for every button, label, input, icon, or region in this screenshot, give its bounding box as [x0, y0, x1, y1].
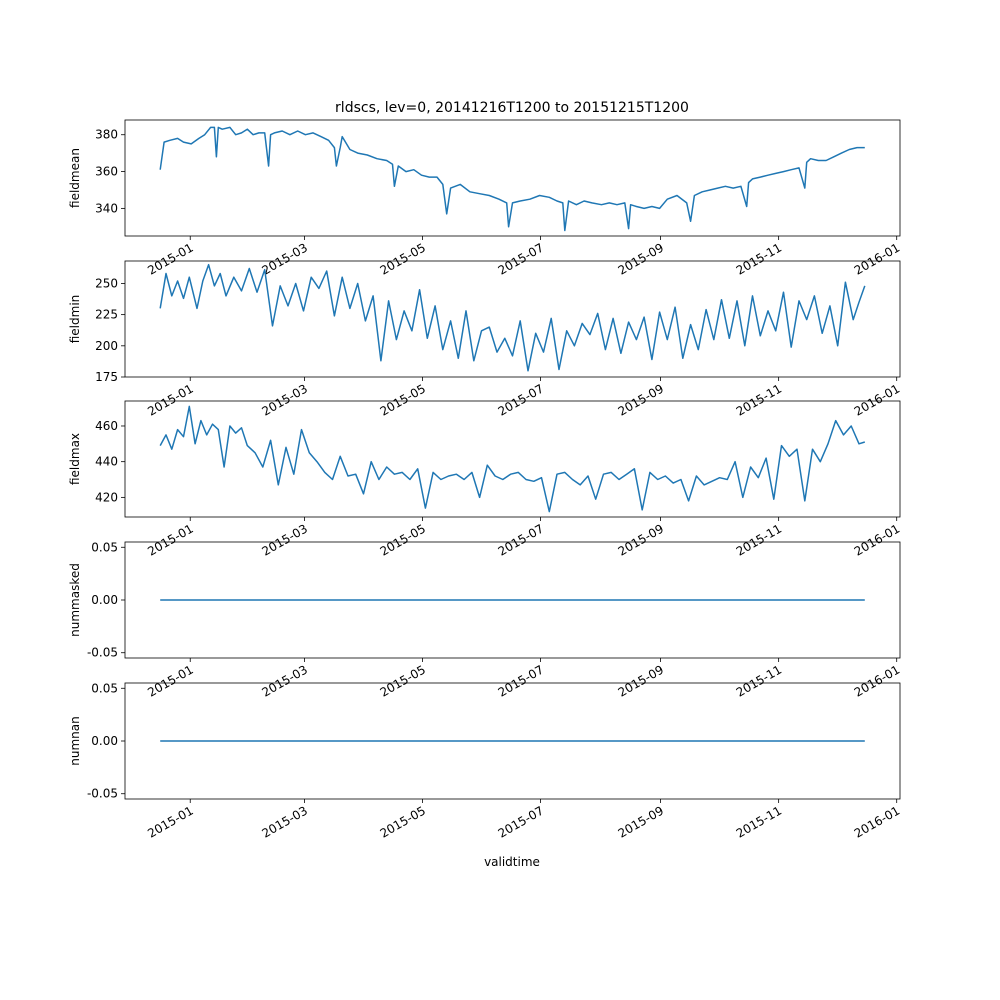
- y-axis-label: fieldmean: [68, 148, 82, 208]
- y-tick-label: 0.00: [91, 593, 118, 607]
- y-tick-label: -0.05: [87, 646, 118, 660]
- x-axis-label: validtime: [484, 855, 540, 869]
- y-tick-label: 360: [95, 165, 118, 179]
- y-tick-label: 225: [95, 308, 118, 322]
- y-tick-label: 380: [95, 128, 118, 142]
- y-tick-label: 0.05: [91, 681, 118, 695]
- y-tick-label: 440: [95, 455, 118, 469]
- y-tick-label: 200: [95, 339, 118, 353]
- series-line-fieldmax: [159, 405, 866, 513]
- y-tick-label: 340: [95, 201, 118, 215]
- axes-frame: [124, 260, 901, 378]
- y-tick-label: 175: [95, 370, 118, 384]
- series-line-fieldmin: [159, 263, 866, 372]
- y-tick-label: -0.05: [87, 787, 118, 801]
- y-tick-label: 0.00: [91, 734, 118, 748]
- y-tick-label: 420: [95, 490, 118, 504]
- y-axis-label: numnan: [68, 716, 82, 765]
- y-tick-label: 460: [95, 419, 118, 433]
- y-tick-label: 250: [95, 276, 118, 290]
- y-axis-label: fieldmax: [68, 433, 82, 485]
- series-line-fieldmean: [159, 126, 865, 232]
- axes-frame: [124, 400, 901, 518]
- axes-frame: [124, 119, 901, 237]
- y-axis-label: nummasked: [68, 563, 82, 637]
- y-axis-label: fieldmin: [68, 295, 82, 344]
- y-tick-label: 0.05: [91, 540, 118, 554]
- figure-title: rldscs, lev=0, 20141216T1200 to 20151215…: [335, 100, 689, 116]
